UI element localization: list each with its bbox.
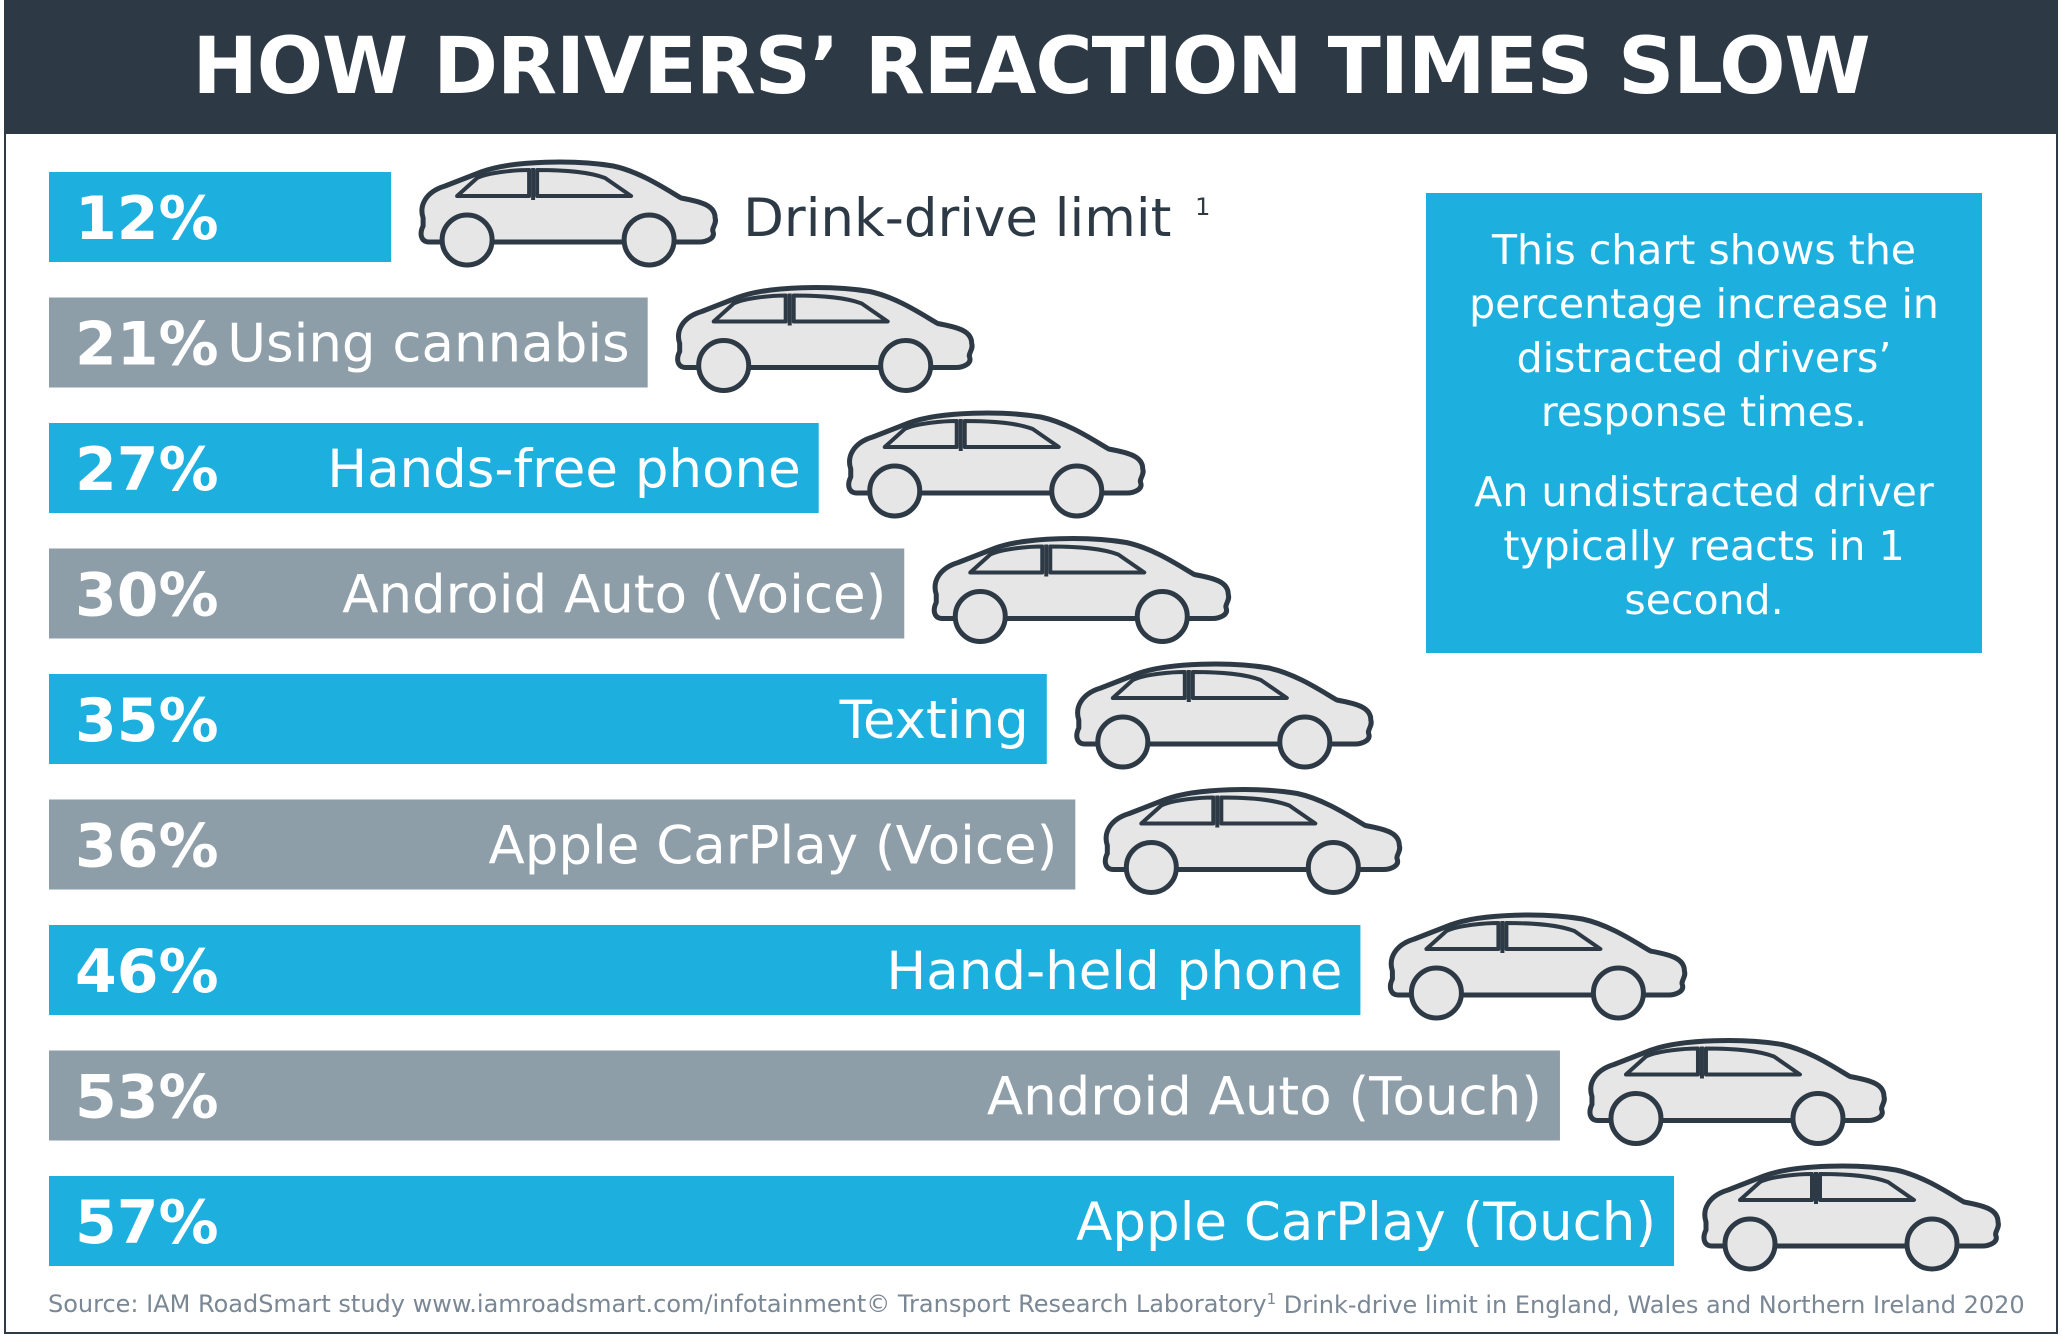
bar-row: 36% Apple CarPlay (Voice) xyxy=(49,790,1400,893)
bar-row: 12% Drink-drive limit 1 xyxy=(49,162,1210,265)
bar xyxy=(49,1050,1560,1141)
bar xyxy=(49,423,819,513)
title-bar: HOW DRIVERS’ REACTION TIMES SLOW xyxy=(4,0,2058,134)
bar-value-label: 53% xyxy=(75,1063,219,1133)
bar-row: 57% Apple CarPlay (Touch) xyxy=(49,1166,1998,1269)
bar-row: 46% Hand-held phone xyxy=(49,915,1685,1018)
bar-row: 27% Hands-free phone xyxy=(49,413,1143,516)
bar-category-label: Apple CarPlay (Touch) xyxy=(1076,1192,1656,1253)
bar-value-label: 57% xyxy=(75,1188,219,1258)
car-icon xyxy=(678,288,972,391)
footnote: 1 Drink-drive limit in England, Wales an… xyxy=(1267,1290,2025,1319)
bar-category-label: Android Auto (Voice) xyxy=(342,565,886,626)
car-icon xyxy=(934,539,1228,642)
bar-value-label: 46% xyxy=(75,937,219,1007)
footnote-text: Drink-drive limit in England, Wales and … xyxy=(1283,1291,2025,1319)
bar-row: 35% Texting xyxy=(49,664,1371,767)
bar-category-label: Hands-free phone xyxy=(327,439,801,500)
bar-category-label: Hand-held phone xyxy=(886,941,1342,1002)
bar-row: 21% Using cannabis xyxy=(49,288,972,391)
bar-row: 30% Android Auto (Voice) xyxy=(49,539,1229,642)
bar xyxy=(49,297,648,388)
bar-value-label: 27% xyxy=(75,435,219,505)
footnote-mark: 1 xyxy=(1195,193,1210,221)
chart-title: HOW DRIVERS’ REACTION TIMES SLOW xyxy=(192,22,1870,112)
bar xyxy=(49,172,392,262)
bar-row: 53% Android Auto (Touch) xyxy=(49,1041,1884,1144)
car-icon xyxy=(1704,1166,1998,1269)
bar xyxy=(49,925,1361,1015)
bar-value-label: 21% xyxy=(75,310,219,380)
bar xyxy=(49,674,1047,764)
car-icon xyxy=(1590,1041,1884,1144)
footer: Source: IAM RoadSmart study www.iamroads… xyxy=(48,1290,2025,1319)
copyright-note: © Transport Research Laboratory xyxy=(866,1290,1267,1318)
bar-value-label: 12% xyxy=(75,184,219,254)
bar xyxy=(49,1176,1674,1266)
bar-category-label: Using cannabis xyxy=(227,314,629,375)
bars-layer: 12% Drink-drive limit 121% Using cannabis27… xyxy=(49,162,1998,1269)
bar-category-label: Android Auto (Touch) xyxy=(987,1067,1542,1128)
car-icon xyxy=(421,162,715,265)
car-icon xyxy=(1105,790,1399,893)
info-paragraph-1: This chart shows the percentage increase… xyxy=(1469,226,1939,436)
chart-frame xyxy=(4,0,2058,1334)
car-icon xyxy=(1077,664,1371,767)
source-note: Source: IAM RoadSmart study www.iamroads… xyxy=(48,1290,867,1318)
bar-category-label: Apple CarPlay (Voice) xyxy=(489,816,1058,877)
bar-category-label: Drink-drive limit xyxy=(743,188,1171,249)
bar xyxy=(49,799,1076,890)
bar-category-label: Texting xyxy=(839,690,1029,751)
info-paragraph-2: An undistracted driver typically reacts … xyxy=(1474,468,1934,624)
car-icon xyxy=(1390,915,1684,1018)
info-box: This chart shows the percentage increase… xyxy=(1426,193,1982,653)
car-icon xyxy=(849,413,1143,516)
bar-value-label: 35% xyxy=(75,686,219,756)
footnote-mark: 1 xyxy=(1266,1290,1277,1308)
bar-value-label: 30% xyxy=(75,561,219,631)
bar-value-label: 36% xyxy=(75,812,219,882)
bar xyxy=(49,548,905,639)
